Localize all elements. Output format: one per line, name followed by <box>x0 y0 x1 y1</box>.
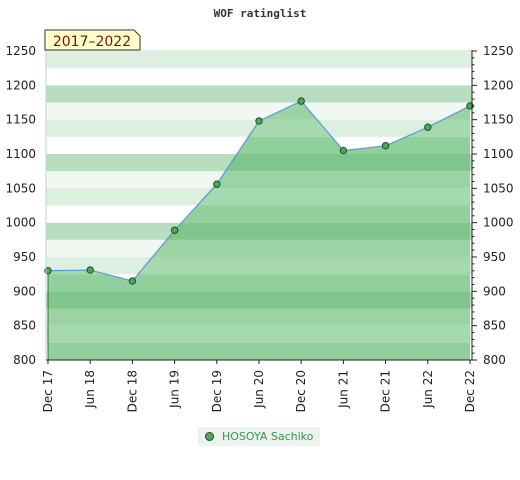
x-tick-label: Jun 19 <box>168 370 182 409</box>
x-tick-label: Dec 22 <box>463 370 477 412</box>
area-band <box>48 325 470 343</box>
data-point <box>255 117 263 125</box>
y-tick-label-right: 1000 <box>483 216 514 230</box>
y-tick-label-right: 1200 <box>483 78 514 92</box>
data-point <box>213 180 221 188</box>
y-tick-label-left: 800 <box>13 353 36 367</box>
year-range-label: 2017–2022 <box>53 34 131 50</box>
data-point <box>170 226 179 234</box>
area-band <box>48 291 470 309</box>
x-tick-label: Dec 18 <box>125 370 139 412</box>
y-tick-label-left: 1050 <box>5 181 36 195</box>
x-tick-label: Jun 21 <box>336 370 350 409</box>
x-tick-label: Dec 21 <box>379 370 393 412</box>
y-tick-label-left: 1100 <box>5 147 36 161</box>
y-tick-label-right: 900 <box>483 284 506 298</box>
y-tick-label-left: 1200 <box>5 78 36 92</box>
x-axis: Dec 17 Jun 18 Dec 18 Jun 19 Dec 19 Jun 20 Dec … <box>41 359 477 412</box>
data-points <box>44 97 474 285</box>
data-point <box>86 266 94 274</box>
area-band <box>48 274 470 292</box>
data-point <box>339 146 348 155</box>
legend-label: HOSOYA Sachiko <box>222 430 314 443</box>
y-axis-left: 800 850 900 950 1000 1050 1100 1150 1200 1250 <box>5 44 47 367</box>
y-tick-label-right: 1100 <box>483 147 514 161</box>
year-range-badge: 2017–2022 <box>44 29 141 51</box>
y-tick-label-left: 850 <box>13 319 36 333</box>
x-tick-label: Dec 17 <box>41 370 55 412</box>
y-tick-label-right: 950 <box>483 250 506 264</box>
background-band <box>46 50 472 51</box>
x-tick-label: Dec 19 <box>210 370 224 412</box>
y-tick-label-left: 1000 <box>5 216 36 230</box>
area-band <box>48 257 470 275</box>
legend-marker-icon <box>205 432 214 441</box>
background-band <box>46 51 472 69</box>
background-band <box>46 85 472 103</box>
y-tick-label-left: 1150 <box>5 113 36 127</box>
y-tick-label-left: 900 <box>13 284 36 298</box>
x-tick-label: Jun 18 <box>83 370 97 409</box>
legend: HOSOYA Sachiko <box>198 427 321 446</box>
background-band <box>46 102 472 120</box>
x-tick-label: Jun 22 <box>421 370 435 409</box>
data-point <box>381 142 390 150</box>
y-tick-label-left: 1250 <box>5 44 36 58</box>
y-tick-label-right: 800 <box>483 353 506 367</box>
area-band <box>48 342 470 360</box>
x-tick-label: Dec 20 <box>294 370 308 412</box>
y-tick-label-right: 1050 <box>483 181 514 195</box>
y-tick-label-right: 850 <box>483 319 506 333</box>
y-tick-label-right: 1250 <box>483 44 514 58</box>
data-point <box>297 97 305 105</box>
x-tick-label: Jun 20 <box>252 370 266 409</box>
y-axis-right: 800 850 900 950 1000 1050 1100 1150 1200 1250 <box>471 44 514 367</box>
chart-title: WOF ratinglist <box>214 7 307 20</box>
y-tick-label-right: 1150 <box>483 113 514 127</box>
data-point <box>424 123 432 131</box>
y-tick-label-left: 950 <box>13 250 36 264</box>
area-band <box>48 308 470 326</box>
background-band <box>46 68 472 86</box>
data-point <box>128 277 137 285</box>
